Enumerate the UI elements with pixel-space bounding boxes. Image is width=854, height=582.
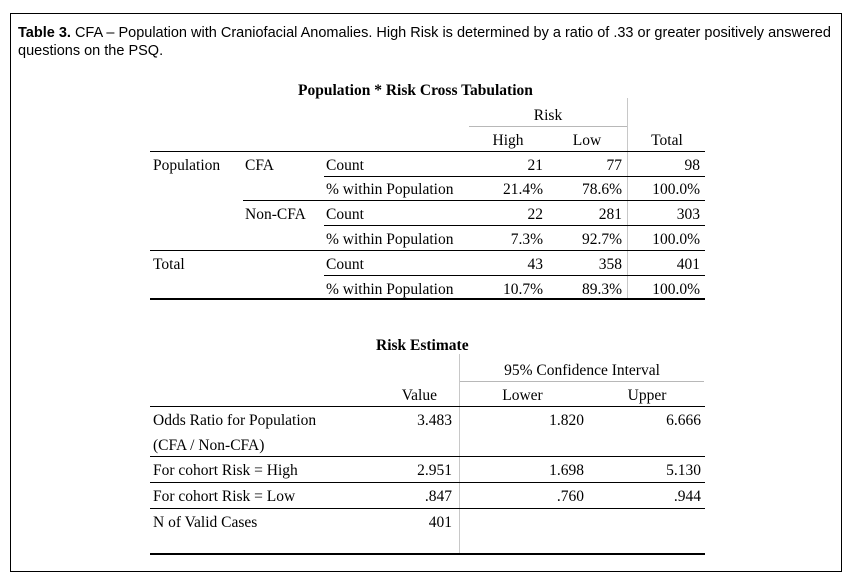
- col-header-lower: Lower: [502, 387, 543, 404]
- table-cell: 303: [676, 206, 700, 223]
- risk-bottom-rule: [150, 553, 705, 555]
- table-cell: % within Population: [326, 181, 454, 198]
- table-cell: 21: [527, 157, 544, 174]
- table-cell: 89.3%: [581, 281, 622, 298]
- table-cell: 78.6%: [581, 181, 622, 198]
- table-cell: 281: [598, 206, 622, 223]
- group-non-cfa: Non-CFA: [245, 206, 306, 223]
- table-cell: Odds Ratio for Population: [153, 412, 317, 429]
- row-rule: [324, 225, 705, 226]
- table-caption: Table 3. CFA – Population with Craniofac…: [18, 24, 838, 60]
- table-cell: 401: [676, 256, 700, 273]
- table-cell: Count: [326, 157, 364, 174]
- table-cell: 10.7%: [502, 281, 543, 298]
- risk-header-rule: [150, 406, 705, 407]
- table-cell: 401: [428, 514, 452, 531]
- table-cell: Count: [326, 206, 364, 223]
- col-header-total: Total: [651, 132, 683, 149]
- row-rule: [324, 176, 705, 177]
- table-cell: .760: [556, 488, 584, 505]
- row-rule: [324, 275, 705, 276]
- table-cell: 2.951: [417, 462, 452, 479]
- caption-text: CFA – Population with Craniofacial Anoma…: [18, 25, 831, 59]
- total-label: Total: [153, 256, 185, 273]
- crosstab-bottom-rule: [150, 298, 705, 300]
- group-cfa: CFA: [245, 157, 275, 174]
- crosstab-header-rule: [150, 151, 705, 152]
- row-group-label: Population: [153, 157, 221, 174]
- col-header-low: Low: [572, 132, 602, 149]
- table-cell: 3.483: [417, 412, 452, 429]
- table-cell: 22: [527, 206, 544, 223]
- col-header-value: Value: [401, 387, 437, 404]
- row-rule: [150, 456, 705, 457]
- row-rule: [243, 200, 705, 201]
- table-cell: % within Population: [326, 281, 454, 298]
- table-cell: 1.698: [549, 462, 584, 479]
- row-rule: [150, 250, 705, 251]
- risk-header: Risk: [533, 107, 563, 124]
- table-cell: % within Population: [326, 231, 454, 248]
- table-cell: 6.666: [666, 412, 701, 429]
- row-rule: [150, 482, 705, 483]
- table-cell: 1.820: [549, 412, 584, 429]
- ci-header-rule: [460, 381, 704, 382]
- table-cell: 5.130: [666, 462, 701, 479]
- table-cell: 100.0%: [652, 281, 700, 298]
- table-cell: Count: [326, 256, 364, 273]
- table-cell: (CFA / Non-CFA): [153, 437, 265, 454]
- table-cell: 21.4%: [502, 181, 543, 198]
- risk-estimate-title: Risk Estimate: [376, 337, 469, 354]
- col-header-high: High: [492, 132, 524, 149]
- table-cell: 43: [527, 256, 544, 273]
- table-cell: 77: [606, 157, 623, 174]
- table-cell: For cohort Risk = Low: [153, 488, 296, 505]
- crosstab-divider: [627, 98, 628, 300]
- table-cell: 7.3%: [510, 231, 543, 248]
- table-cell: 100.0%: [652, 181, 700, 198]
- risk-header-rule: [469, 126, 627, 127]
- table-cell: 100.0%: [652, 231, 700, 248]
- crosstab-title: Population * Risk Cross Tabulation: [298, 82, 533, 99]
- table-frame: [10, 13, 842, 572]
- table-cell: .847: [424, 488, 452, 505]
- row-rule: [150, 508, 705, 509]
- table-cell: .944: [673, 488, 701, 505]
- table-cell: 92.7%: [581, 231, 622, 248]
- caption-label: Table 3.: [18, 25, 71, 41]
- col-header-upper: Upper: [627, 387, 667, 404]
- table-cell: For cohort Risk = High: [153, 462, 298, 479]
- ci-header: 95% Confidence Interval: [504, 362, 660, 379]
- table-cell: N of Valid Cases: [153, 514, 258, 531]
- table-cell: 358: [598, 256, 622, 273]
- table-cell: 98: [684, 157, 701, 174]
- risk-divider: [459, 354, 460, 554]
